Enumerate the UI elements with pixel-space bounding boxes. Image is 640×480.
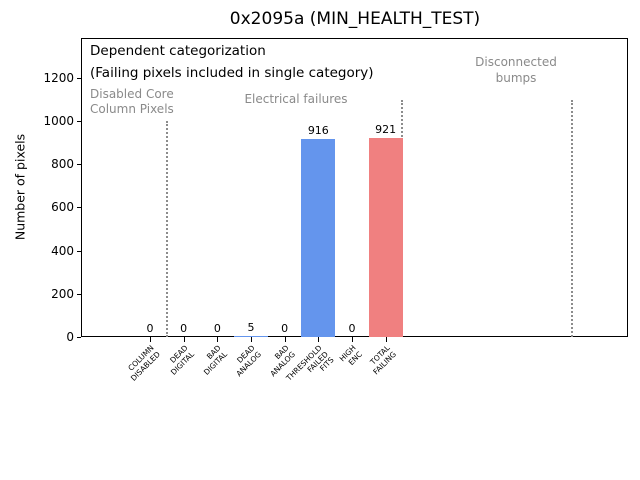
- annotation-failing-pixels-note: (Failing pixels included in single categ…: [90, 65, 374, 81]
- bar-value-label: 0: [348, 322, 356, 335]
- y-axis-tick-label: 800: [51, 157, 74, 172]
- bar-value-label: 5: [247, 320, 255, 334]
- y-axis-tick: [77, 294, 81, 295]
- bar-dead-analog: [233, 335, 268, 337]
- x-axis-tick: [318, 337, 320, 342]
- y-axis-tick-label: 200: [51, 286, 74, 301]
- y-axis-tick-label: 0: [66, 330, 74, 344]
- y-axis-tick-label: 600: [51, 200, 74, 215]
- y-axis-tick: [77, 207, 81, 208]
- bar-value-label: 0: [281, 322, 289, 335]
- y-axis-tick: [77, 164, 81, 165]
- annotation-region-electrical-failures: Electrical failures: [244, 92, 348, 106]
- y-axis-tick: [77, 251, 81, 252]
- x-axis-tick: [217, 337, 219, 342]
- plot-area: [81, 38, 628, 337]
- y-axis-tick-label: 1200: [43, 70, 74, 85]
- x-axis-tick: [284, 337, 286, 342]
- bar-value-label: 916: [307, 124, 329, 138]
- y-axis-tick: [77, 337, 81, 338]
- bar-total-failing: [368, 138, 403, 337]
- y-axis-label: Number of pixels: [12, 133, 28, 241]
- bar-value-label: 0: [146, 322, 154, 335]
- x-axis-tick: [150, 337, 151, 342]
- annotation-dependent-categorization: Dependent categorization: [90, 43, 266, 59]
- bar-value-label: 0: [180, 322, 188, 335]
- annotation-region-disconnected-bumps: Disconnected bumps: [475, 55, 557, 85]
- annotation-region-disabled-core: Disabled Core Column Pixels: [90, 87, 174, 116]
- x-axis-tick: [385, 337, 387, 342]
- category-separator-line: [570, 99, 573, 337]
- bar-threshold-failed-fits: [301, 139, 336, 337]
- y-axis-tick-label: 400: [51, 243, 74, 258]
- y-axis-tick: [77, 78, 81, 79]
- chart-title: 0x2095a (MIN_HEALTH_TEST): [229, 9, 481, 29]
- bar-value-label: 921: [375, 123, 397, 137]
- y-axis-tick: [77, 121, 81, 122]
- x-axis-tick: [183, 337, 185, 342]
- bar-value-label: 0: [213, 322, 221, 335]
- y-axis-tick-label: 1000: [43, 114, 74, 129]
- category-separator-line: [165, 121, 168, 337]
- x-axis-tick: [351, 337, 353, 342]
- x-axis-tick: [250, 337, 252, 342]
